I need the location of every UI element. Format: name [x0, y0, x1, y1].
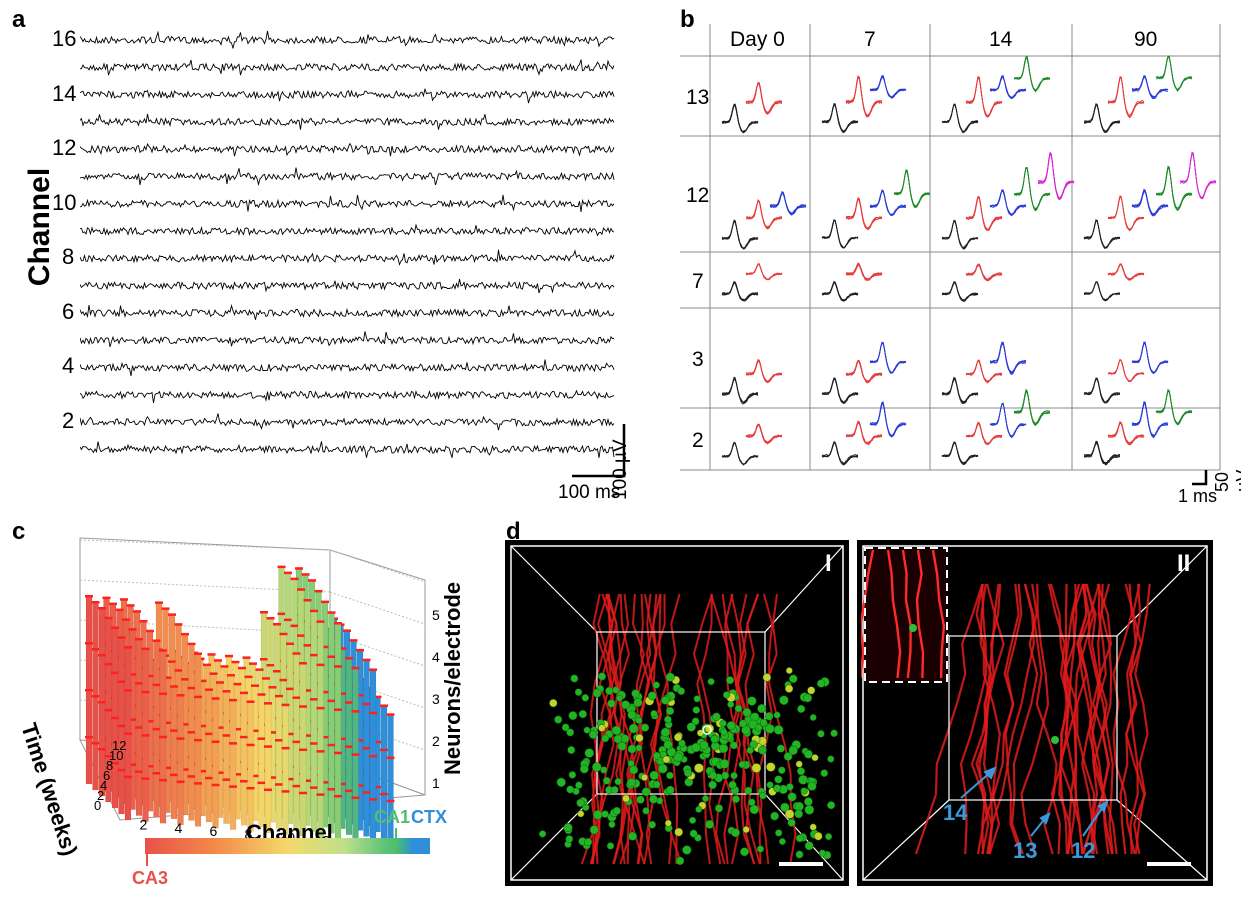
panel-a-scalebar — [572, 424, 626, 478]
panel-b-row-label: 2 — [692, 429, 704, 452]
panel-b-row-label: 13 — [686, 86, 710, 109]
panel-a-trace — [80, 359, 615, 377]
panel-a-trace — [80, 441, 615, 458]
panel-c-bar — [282, 704, 289, 835]
panel-d-image-1: I — [505, 540, 849, 886]
panel-c-z-tick: 1 — [432, 775, 440, 791]
panel-a-trace — [80, 30, 615, 49]
panel-c-letter: c — [12, 518, 26, 545]
panel-b-column-label: 90 — [1134, 28, 1158, 51]
panel-c-colorbar-label-ctx: CTX — [411, 807, 447, 827]
panel-c-x-tick: 8 — [245, 826, 253, 842]
panel-a-trace — [80, 223, 615, 237]
panel-b-grid — [680, 24, 1221, 471]
panel-c-bar — [247, 701, 254, 832]
panel-c-colorbar — [145, 838, 430, 854]
panel-a-trace — [80, 194, 615, 212]
panel-c-x-tick: 2 — [140, 817, 148, 833]
panel-b-scalebar-x-label: 1 ms — [1178, 486, 1218, 506]
panel-c-y-tick: 10 — [109, 748, 123, 763]
panel-c-y-tick: 2 — [97, 788, 104, 803]
panel-c-x-tick: 4 — [175, 820, 183, 836]
panel-c-bar — [229, 699, 237, 830]
panel-c-bar — [317, 621, 324, 838]
panel-b-column-label: 14 — [989, 28, 1013, 51]
panel-a-trace — [80, 249, 615, 266]
panel-a-channel-label: 4 — [62, 353, 75, 378]
panel-c-bar — [223, 690, 230, 824]
panel-c-z-tick: 3 — [432, 691, 440, 707]
panel-c-colorbar-label-ca3: CA3 — [132, 868, 169, 888]
panel-b-column-label: 7 — [864, 28, 876, 51]
panel-a-channel-label: 6 — [62, 298, 75, 324]
panel-c-bar — [170, 686, 178, 819]
panel-a-trace — [80, 303, 615, 320]
panel-a-scalebar-x-label: 100 ms — [558, 482, 621, 503]
panel-a-channel-label: 12 — [52, 135, 77, 160]
panel-a-channel-label: 16 — [52, 26, 77, 51]
panel-a-channel-label: 8 — [62, 244, 75, 269]
panel-a-ylabel: Channel — [23, 167, 56, 287]
panel-a-trace — [80, 413, 615, 431]
panel-c-bar — [264, 702, 272, 834]
panel-d-arrow-label-14: 14 — [943, 800, 968, 825]
panel-a-traces — [80, 30, 615, 458]
panel-d-arrow-label-13: 13 — [1013, 838, 1038, 863]
panel-c-y-tick: 8 — [106, 758, 113, 773]
panel-a-letter: a — [12, 6, 26, 33]
panel-c-bar — [258, 694, 265, 827]
panel-c-z-tick: 4 — [432, 649, 440, 665]
panel-c-y-tick: 4 — [100, 778, 107, 793]
panel-d-sublabel-2: II — [1177, 550, 1191, 577]
panel-c-x-tick: 6 — [210, 823, 218, 839]
panel-c-colorbar-tick-ca3 — [146, 854, 148, 866]
panel-c-bar — [177, 694, 184, 826]
panel-c-z-tick: 2 — [432, 733, 440, 749]
panel-a-trace — [80, 142, 615, 157]
panel-a-trace — [80, 88, 615, 104]
panel-a-trace — [80, 167, 615, 187]
panel-b-row-label: 3 — [692, 348, 704, 371]
panel-c-colorbar-label-ca1: CA1 — [374, 807, 411, 827]
panel-a-trace — [80, 331, 615, 348]
panel-c-y-tick: 6 — [103, 768, 110, 783]
panel-a-trace — [80, 59, 615, 76]
panel-c-bar — [240, 692, 248, 826]
panel-c-z-tick: 5 — [432, 607, 440, 623]
panel-c-colorbar-tick-ca1 — [395, 828, 397, 838]
panel-a-trace — [80, 113, 615, 130]
panel-c-bar — [328, 612, 335, 834]
panel-c-bar — [310, 610, 318, 832]
panel-d-image-1-render — [510, 545, 844, 881]
panel-c-3d-bar-chart: 24681012141612345024681012 — [79, 537, 440, 855]
panel-a-channel-label: 14 — [52, 80, 77, 106]
panel-b-letter: b — [680, 6, 695, 33]
panel-c-bar — [334, 622, 342, 840]
panel-c-y-tick: 12 — [112, 738, 126, 753]
panel-b-column-label: Day 0 — [730, 28, 785, 51]
panel-c-zlabel: Neurons/electrode — [440, 581, 465, 775]
panel-d-arrow-label-12: 12 — [1071, 838, 1096, 863]
panel-b-scalebar — [1192, 470, 1208, 486]
panel-c-bar — [205, 689, 213, 823]
panel-a-channel-label: 2 — [62, 407, 75, 433]
panel-c-bar — [212, 698, 219, 829]
panel-a-channel-label: 10 — [52, 189, 77, 215]
panel-c-bar — [275, 695, 283, 829]
panel-b-row-label: 12 — [686, 184, 710, 207]
panel-d-image-2-render — [861, 545, 1208, 881]
panel-a-trace — [80, 389, 615, 403]
panel-d-letter: d — [506, 518, 521, 545]
panel-d-image-2: II 14 13 12 — [857, 540, 1213, 886]
panel-c-y-tick: 0 — [94, 798, 101, 813]
panel-b-row-label: 7 — [692, 270, 704, 293]
panel-a-trace — [80, 278, 615, 294]
panel-d-sublabel-1: I — [825, 550, 832, 577]
